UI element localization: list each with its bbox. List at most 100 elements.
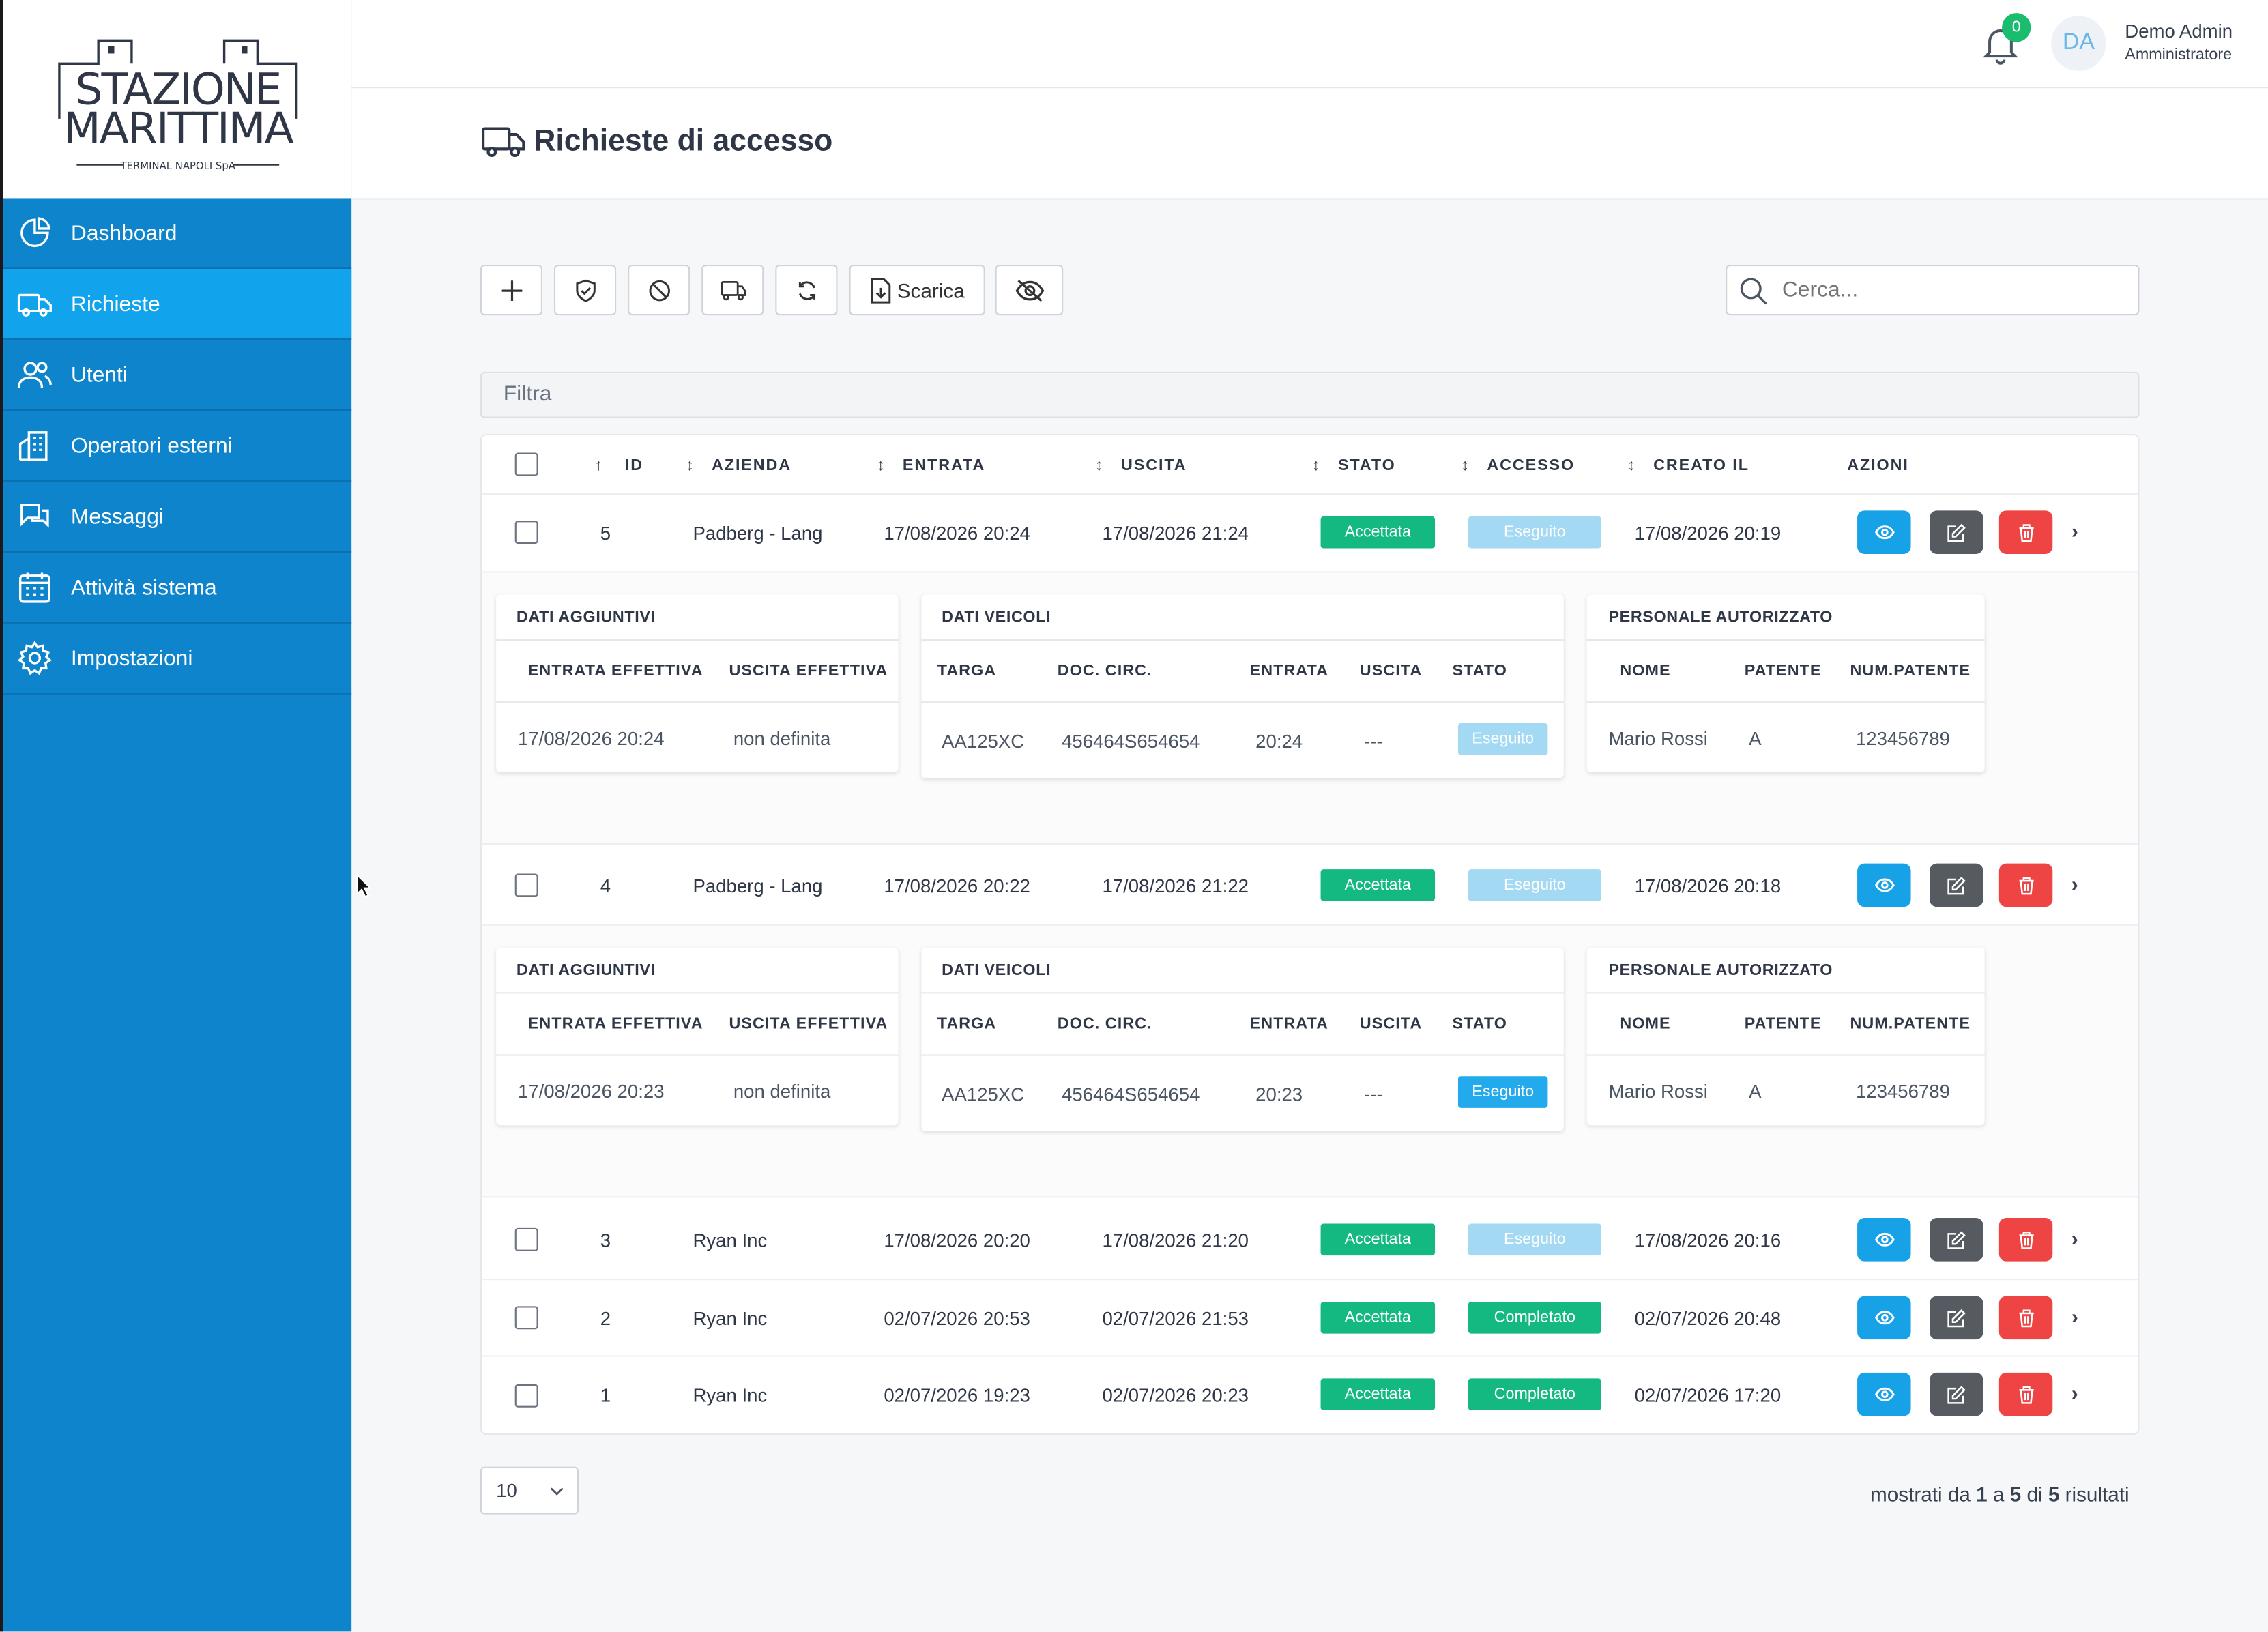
view-button[interactable] xyxy=(1857,863,1911,907)
column-header-uscita[interactable]: USCITA xyxy=(1120,456,1187,475)
row-checkbox[interactable] xyxy=(514,873,538,897)
search-icon xyxy=(1740,277,1767,304)
divider xyxy=(481,493,2138,495)
view-button[interactable] xyxy=(1857,510,1911,554)
delete-button[interactable] xyxy=(1998,1218,2053,1262)
chat-icon xyxy=(20,504,49,528)
view-button[interactable] xyxy=(1857,1218,1911,1262)
cell-uscita: 02/07/2026 20:23 xyxy=(1102,1384,1249,1406)
divider xyxy=(496,992,899,994)
edit-icon xyxy=(1947,1308,1966,1327)
title-bar: Richieste di accesso xyxy=(351,88,2268,200)
results-text: mostrati da xyxy=(1870,1483,1971,1506)
edit-button[interactable] xyxy=(1930,863,1983,907)
sidebar-item-label: Impostazioni xyxy=(70,645,193,671)
add-button[interactable] xyxy=(480,264,542,316)
delete-button[interactable] xyxy=(1998,1296,2053,1340)
search-box xyxy=(1726,264,2140,316)
access-badge: Completato xyxy=(1468,1301,1601,1334)
edit-button[interactable] xyxy=(1930,1218,1983,1262)
divider xyxy=(481,571,2138,573)
svg-text:TERMINAL NAPOLI SpA: TERMINAL NAPOLI SpA xyxy=(119,160,235,171)
vehicle-button[interactable] xyxy=(701,264,764,316)
header-stato: STATO xyxy=(1452,1015,1507,1033)
chevron-right-icon[interactable]: › xyxy=(2071,1226,2078,1250)
row-checkbox[interactable] xyxy=(514,1306,538,1330)
header-uscita-effettiva: USCITA EFFETTIVA xyxy=(729,1015,888,1033)
value-uscita: --- xyxy=(1364,1083,1383,1105)
truck-icon xyxy=(481,127,525,158)
search-input[interactable] xyxy=(1779,276,2118,304)
delete-button[interactable] xyxy=(1998,863,2053,907)
cell-azienda: Padberg - Lang xyxy=(693,522,823,544)
results-text: risultati xyxy=(2065,1483,2129,1506)
value-nome: Mario Rossi xyxy=(1608,1080,1708,1103)
toggle-visibility-button[interactable] xyxy=(995,264,1064,316)
stazione-marittima-logo: STAZIONE MARITTIMA TERMINAL NAPOLI SpA xyxy=(57,38,297,171)
sidebar-item-messaggi[interactable]: Messaggi xyxy=(3,482,352,553)
sidebar-item-impostazioni[interactable]: Impostazioni xyxy=(3,624,352,695)
chevron-right-icon[interactable]: › xyxy=(2071,872,2078,896)
column-header-stato[interactable]: STATO xyxy=(1337,456,1396,475)
cell-id: 2 xyxy=(600,1307,611,1330)
sidebar-item-attivita-sistema[interactable]: Attività sistema xyxy=(3,553,352,624)
personale-panel xyxy=(1586,594,1985,773)
cell-entrata: 17/08/2026 20:24 xyxy=(884,522,1030,544)
sidebar-item-operatori-esterni[interactable]: Operatori esterni xyxy=(3,411,352,482)
sidebar: STAZIONE MARITTIMA TERMINAL NAPOLI SpA D… xyxy=(0,0,352,1632)
chevron-right-icon[interactable]: › xyxy=(2071,519,2078,542)
column-header-id[interactable]: ID xyxy=(624,456,644,475)
column-header-accesso[interactable]: ACCESSO xyxy=(1487,456,1575,475)
plus-icon xyxy=(501,280,522,300)
header-uscita-effettiva: USCITA EFFETTIVA xyxy=(729,662,888,680)
cell-uscita: 17/08/2026 21:22 xyxy=(1102,875,1249,897)
sidebar-item-dashboard[interactable]: Dashboard xyxy=(3,198,352,269)
row-checkbox[interactable] xyxy=(514,1227,538,1251)
avatar[interactable]: DA xyxy=(2051,16,2106,71)
view-button[interactable] xyxy=(1857,1296,1911,1340)
header-entrata-effettiva: ENTRATA EFFETTIVA xyxy=(527,1015,703,1033)
sidebar-item-richieste[interactable]: Richieste xyxy=(3,269,352,340)
divider xyxy=(1586,639,1985,641)
header-patente: PATENTE xyxy=(1744,662,1822,680)
ban-icon xyxy=(648,279,669,301)
building-icon xyxy=(18,431,48,461)
cell-creato: 17/08/2026 20:16 xyxy=(1634,1229,1782,1251)
trash-icon xyxy=(2018,876,2033,894)
status-badge: Accettata xyxy=(1320,1301,1436,1334)
sidebar-item-utenti[interactable]: Utenti xyxy=(3,340,352,411)
users-icon xyxy=(17,362,52,388)
select-all-checkbox[interactable] xyxy=(514,452,538,476)
download-icon xyxy=(871,277,891,303)
chevron-right-icon[interactable]: › xyxy=(2071,1381,2078,1405)
access-badge: Completato xyxy=(1468,1378,1601,1410)
approve-button[interactable] xyxy=(553,264,617,316)
chevron-right-icon[interactable]: › xyxy=(2071,1305,2078,1328)
refresh-button[interactable] xyxy=(775,264,838,316)
view-button[interactable] xyxy=(1857,1372,1911,1416)
delete-button[interactable] xyxy=(1998,1372,2053,1416)
reject-button[interactable] xyxy=(628,264,690,316)
cell-id: 3 xyxy=(600,1229,611,1251)
column-header-entrata[interactable]: ENTRATA xyxy=(902,456,986,475)
divider xyxy=(481,1196,2138,1198)
personale-title: PERSONALE AUTORIZZATO xyxy=(1608,961,1833,980)
download-button[interactable]: Scarica xyxy=(849,264,985,316)
row-checkbox[interactable] xyxy=(514,1384,538,1408)
column-header-creato[interactable]: CREATO IL xyxy=(1653,456,1749,475)
row-checkbox[interactable] xyxy=(514,521,538,544)
top-bar: 0 DA Demo Admin Amministratore xyxy=(351,0,2268,89)
delete-button[interactable] xyxy=(1998,510,2053,554)
sort-icon: ↕ xyxy=(1461,456,1470,475)
edit-button[interactable] xyxy=(1930,1296,1983,1340)
cell-creato: 17/08/2026 20:18 xyxy=(1634,875,1782,897)
edit-button[interactable] xyxy=(1930,510,1983,554)
access-badge: Eseguito xyxy=(1468,1223,1601,1256)
column-header-azienda[interactable]: AZIENDA xyxy=(712,456,792,475)
divider xyxy=(921,992,1564,994)
page-size-select[interactable]: 10 xyxy=(480,1466,579,1515)
filter-bar[interactable]: Filtra xyxy=(480,371,2140,418)
header-entrata: ENTRATA xyxy=(1249,662,1329,680)
edit-button[interactable] xyxy=(1930,1372,1983,1416)
